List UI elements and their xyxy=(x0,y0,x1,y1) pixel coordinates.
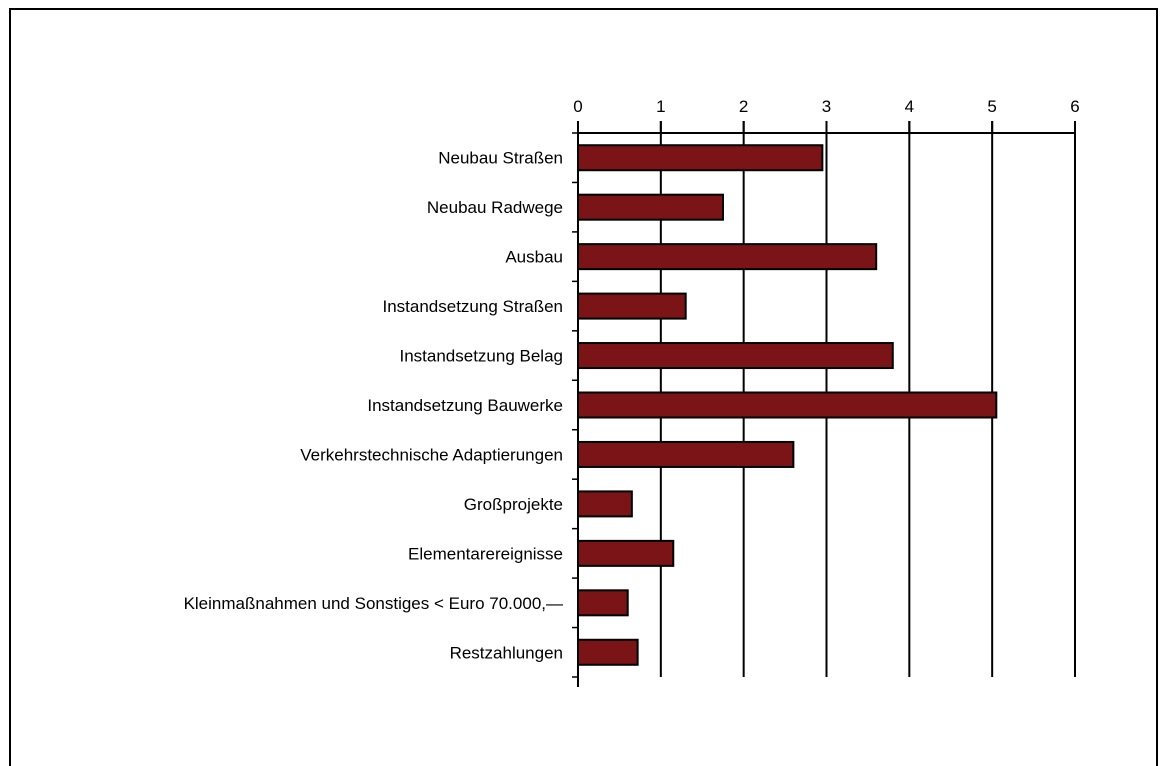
x-tick-label: 3 xyxy=(822,97,831,116)
category-label: Kleinmaßnahmen und Sonstiges < Euro 70.0… xyxy=(184,594,563,613)
bar xyxy=(577,440,795,468)
category-label: Großprojekte xyxy=(464,495,563,514)
x-tick-label: 6 xyxy=(1070,97,1079,116)
bar xyxy=(577,292,687,320)
bar xyxy=(577,193,724,221)
x-tick-label: 1 xyxy=(656,97,665,116)
category-label: Instandsetzung Belag xyxy=(399,347,563,366)
bar xyxy=(577,589,629,617)
x-tick-label: 4 xyxy=(905,97,914,116)
category-label: Instandsetzung Bauwerke xyxy=(367,396,563,415)
bar xyxy=(577,539,675,567)
bar xyxy=(577,638,639,666)
category-label: Ausbau xyxy=(505,248,563,267)
bar xyxy=(577,391,998,419)
category-label: Neubau Straßen xyxy=(438,149,563,168)
x-tick-label: 5 xyxy=(987,97,996,116)
bar xyxy=(577,243,878,271)
category-label: Instandsetzung Straßen xyxy=(382,297,563,316)
category-label: Verkehrstechnische Adaptierungen xyxy=(300,445,563,464)
category-label: Neubau Radwege xyxy=(427,198,563,217)
category-label: Elementarereignisse xyxy=(408,544,563,563)
bar xyxy=(577,342,894,370)
x-tick-label: 0 xyxy=(573,97,582,116)
category-label: Restzahlungen xyxy=(450,643,563,662)
bar xyxy=(577,490,633,518)
bar xyxy=(577,144,824,172)
x-tick-label: 2 xyxy=(739,97,748,116)
